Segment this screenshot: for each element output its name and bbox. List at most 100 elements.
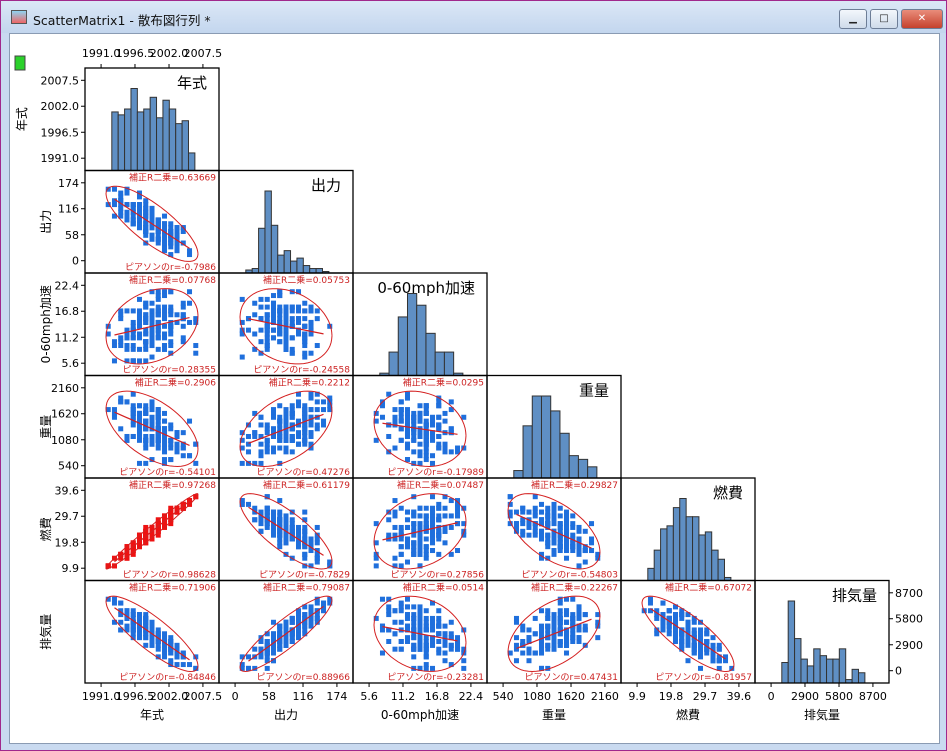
data-point [430,509,436,515]
layer-icon[interactable] [14,55,26,71]
data-point [308,391,314,397]
data-point [423,426,429,432]
data-point [436,403,442,409]
data-point [270,304,276,310]
data-point [672,635,678,641]
data-point [252,509,258,515]
histogram-bar [187,152,196,172]
data-point [270,426,276,432]
data-point [570,615,576,621]
data-point [143,437,149,443]
histogram-bar [857,672,866,684]
histogram-bar [111,111,119,172]
data-point [174,248,180,254]
data-point [143,300,149,306]
data-point [124,209,130,215]
data-point [589,521,595,527]
data-point [392,631,398,637]
data-point [398,505,404,511]
histogram-bar [270,224,279,274]
data-point [691,615,697,621]
data-point [538,650,544,656]
data-point [557,642,563,648]
data-point [576,635,582,641]
data-point [716,658,722,664]
x-axis-label: 出力 [274,708,298,722]
data-point [258,316,264,322]
data-point [168,642,174,648]
data-point [245,654,251,660]
data-point [264,312,270,318]
data-point [314,615,320,621]
close-button[interactable]: ✕ [901,9,943,29]
data-point [327,323,333,329]
data-point [417,623,423,629]
histogram-bar [309,268,317,274]
data-point [155,236,161,242]
data-point [174,312,180,318]
scatter-cell [239,390,333,468]
fit-line [248,413,324,444]
data-point [124,399,130,405]
data-point [327,600,333,606]
data-point [168,517,174,523]
maximize-button[interactable]: □ [870,9,898,29]
data-point [685,635,691,641]
x-tick-label: 5.6 [360,690,378,703]
data-point [448,430,454,436]
x-axis-label: 重量 [542,708,566,722]
data-point [124,433,130,439]
data-point [264,339,270,345]
data-point [423,403,429,409]
data-point [239,430,245,436]
data-point [308,445,314,451]
title-bar[interactable]: ScatterMatrix1 - 散布図行列 * ▁ □ ✕ [1,1,946,33]
x-tick-label: 8700 [859,690,887,703]
data-point [168,441,174,447]
data-point [168,252,174,258]
data-point [442,623,448,629]
data-point [105,202,111,208]
data-point [143,202,149,208]
data-point [545,517,551,523]
data-point [404,623,410,629]
data-point [423,635,429,641]
adj-r2-label: 補正R二乗=0.63669 [129,172,216,184]
data-point [143,441,149,447]
data-point [436,650,442,656]
data-point [455,638,461,644]
data-point [162,437,168,443]
data-point [430,460,436,466]
minimize-button[interactable]: ▁ [839,9,867,29]
data-point [398,604,404,610]
data-point [239,319,245,325]
data-point [436,445,442,451]
data-point [302,343,308,349]
x-tick-label-top: 2002.0 [150,47,189,60]
data-point [277,532,283,538]
pearson-r-label: ピアソンのr=-0.81957 [655,672,752,683]
data-point [589,540,595,546]
data-point [289,422,295,428]
data-point [436,608,442,614]
data-point [704,638,710,644]
data-point [398,410,404,416]
data-point [162,426,168,432]
x-tick-label: 174 [326,690,347,703]
data-point [155,422,161,428]
data-point [180,505,186,511]
scatter-cell [373,493,467,570]
data-point [551,521,557,527]
data-point [423,642,429,648]
data-point [111,339,117,345]
y-tick-label: 1620 [51,408,79,421]
data-point [258,650,264,656]
histogram-bar [406,293,418,376]
data-point [283,517,289,523]
data-point [264,343,270,349]
data-point [264,346,270,352]
data-point [455,635,461,641]
data-point [180,501,186,507]
data-point [245,665,251,671]
data-point [174,445,180,451]
